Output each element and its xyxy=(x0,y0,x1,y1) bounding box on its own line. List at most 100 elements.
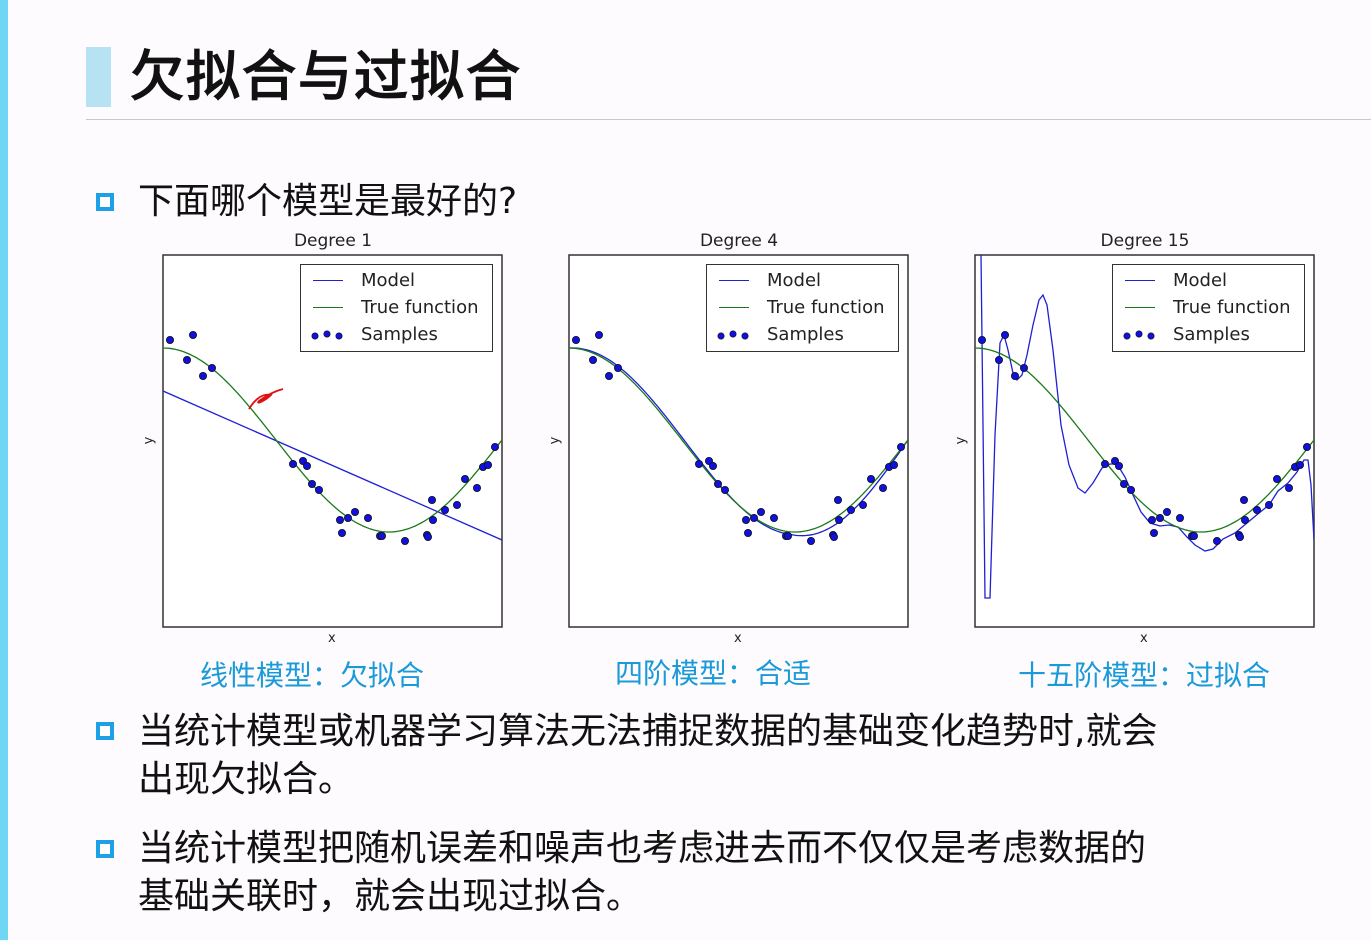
y-axis-label: y xyxy=(547,436,563,445)
legend-item-model: Model xyxy=(707,268,898,294)
samples-dots-icon xyxy=(311,330,343,340)
sample-point xyxy=(756,507,765,516)
chart-title: Degree 1 xyxy=(293,231,373,251)
sample-point xyxy=(866,474,875,483)
sample-point xyxy=(834,515,843,524)
sample-point xyxy=(188,331,197,340)
sample-point xyxy=(1239,495,1248,504)
sample-point xyxy=(1162,507,1171,516)
caption-degree4-fit: 四阶模型：合适 xyxy=(615,657,812,690)
sample-point xyxy=(337,528,346,537)
model-line-swatch-icon xyxy=(313,280,343,281)
sample-point xyxy=(594,331,603,340)
sample-point xyxy=(1264,500,1273,509)
page-title: 欠拟合与过拟合 xyxy=(130,45,522,108)
sample-point xyxy=(708,461,717,470)
legend-item-samples: Samples xyxy=(1113,322,1304,348)
sample-point xyxy=(166,336,174,345)
sample-point xyxy=(1000,331,1009,340)
sample-point xyxy=(833,495,842,504)
model-line xyxy=(163,390,502,541)
bullet-square-icon xyxy=(96,193,114,211)
true-function-line xyxy=(569,347,908,533)
legend: Model True function Samples xyxy=(1112,264,1305,352)
sample-point xyxy=(307,479,316,488)
bullet-2-line-1: 当统计模型把随机误差和噪声也考虑进去而不仅仅是考虑数据的 xyxy=(138,828,1147,869)
legend-item-true-function: True function xyxy=(1113,295,1304,321)
sample-point xyxy=(741,515,750,524)
legend-item-samples: Samples xyxy=(707,322,898,348)
sample-point xyxy=(490,442,499,451)
sample-point xyxy=(423,532,432,541)
sample-point xyxy=(806,536,815,545)
sample-point xyxy=(1155,513,1164,522)
sample-point xyxy=(1272,474,1281,483)
sample-point xyxy=(846,505,855,514)
legend-item-model: Model xyxy=(1113,268,1304,294)
sample-point xyxy=(720,485,729,494)
title-marker xyxy=(86,47,111,107)
y-axis-label: y xyxy=(953,436,969,445)
sample-point xyxy=(199,372,208,381)
sample-point xyxy=(572,336,580,345)
y-axis-label: y xyxy=(141,436,157,445)
sample-point xyxy=(343,513,352,522)
sample-point xyxy=(1284,483,1293,492)
sample-point xyxy=(460,474,469,483)
sample-point xyxy=(377,531,386,540)
chart-title: Degree 4 xyxy=(699,231,779,251)
sample-point xyxy=(769,513,778,522)
sample-point xyxy=(1212,536,1221,545)
model-line-swatch-icon xyxy=(1125,280,1155,281)
true-function-swatch-icon xyxy=(313,307,343,308)
sample-point xyxy=(428,515,437,524)
model-line-swatch-icon xyxy=(719,280,749,281)
sample-point xyxy=(1175,513,1184,522)
sample-point xyxy=(743,528,752,537)
x-axis-label: x xyxy=(734,631,742,646)
sample-point xyxy=(1126,485,1135,494)
sample-point xyxy=(400,536,409,545)
sample-point xyxy=(1252,505,1261,514)
legend-item-model: Model xyxy=(301,268,492,294)
x-axis-label: x xyxy=(1140,631,1148,646)
sample-point xyxy=(783,531,792,540)
question-text: 下面哪个模型是最好的? xyxy=(138,181,518,222)
legend-item-true-function: True function xyxy=(301,295,492,321)
chart-title: Degree 15 xyxy=(1100,231,1190,251)
legend-item-true-function: True function xyxy=(707,295,898,321)
sample-point xyxy=(1149,528,1158,537)
bullet-1-line-2: 出现欠拟合。 xyxy=(138,759,355,800)
sample-point xyxy=(289,459,298,468)
samples-dots-icon xyxy=(1123,330,1155,340)
bullet-2-line-2: 基础关联时，就会出现过拟合。 xyxy=(138,876,643,917)
sample-point xyxy=(483,460,492,469)
sample-point xyxy=(858,500,867,509)
sample-point xyxy=(605,372,614,381)
sample-point xyxy=(314,485,323,494)
sample-point xyxy=(1302,442,1311,451)
sample-point xyxy=(614,364,623,373)
sample-point xyxy=(978,336,986,345)
samples-dots-icon xyxy=(717,330,749,340)
legend-item-samples: Samples xyxy=(301,322,492,348)
sample-point xyxy=(713,479,722,488)
sample-point xyxy=(452,500,461,509)
sample-point xyxy=(1114,461,1123,470)
true-function-line xyxy=(163,347,502,533)
sample-point xyxy=(302,461,311,470)
bullet-square-icon xyxy=(96,840,114,858)
true-function-line xyxy=(975,347,1314,533)
sample-point xyxy=(363,513,372,522)
true-function-swatch-icon xyxy=(1125,307,1155,308)
sample-point xyxy=(994,356,1003,365)
sample-point xyxy=(889,460,898,469)
sample-point xyxy=(1189,531,1198,540)
caption-degree15-overfit: 十五阶模型：过拟合 xyxy=(1018,659,1271,692)
title-divider xyxy=(86,119,1371,120)
sample-point xyxy=(1011,372,1020,381)
sample-point xyxy=(1295,460,1304,469)
sample-point xyxy=(1147,515,1156,524)
bullet-square-icon xyxy=(96,722,114,740)
handwritten-annotation xyxy=(248,388,284,410)
